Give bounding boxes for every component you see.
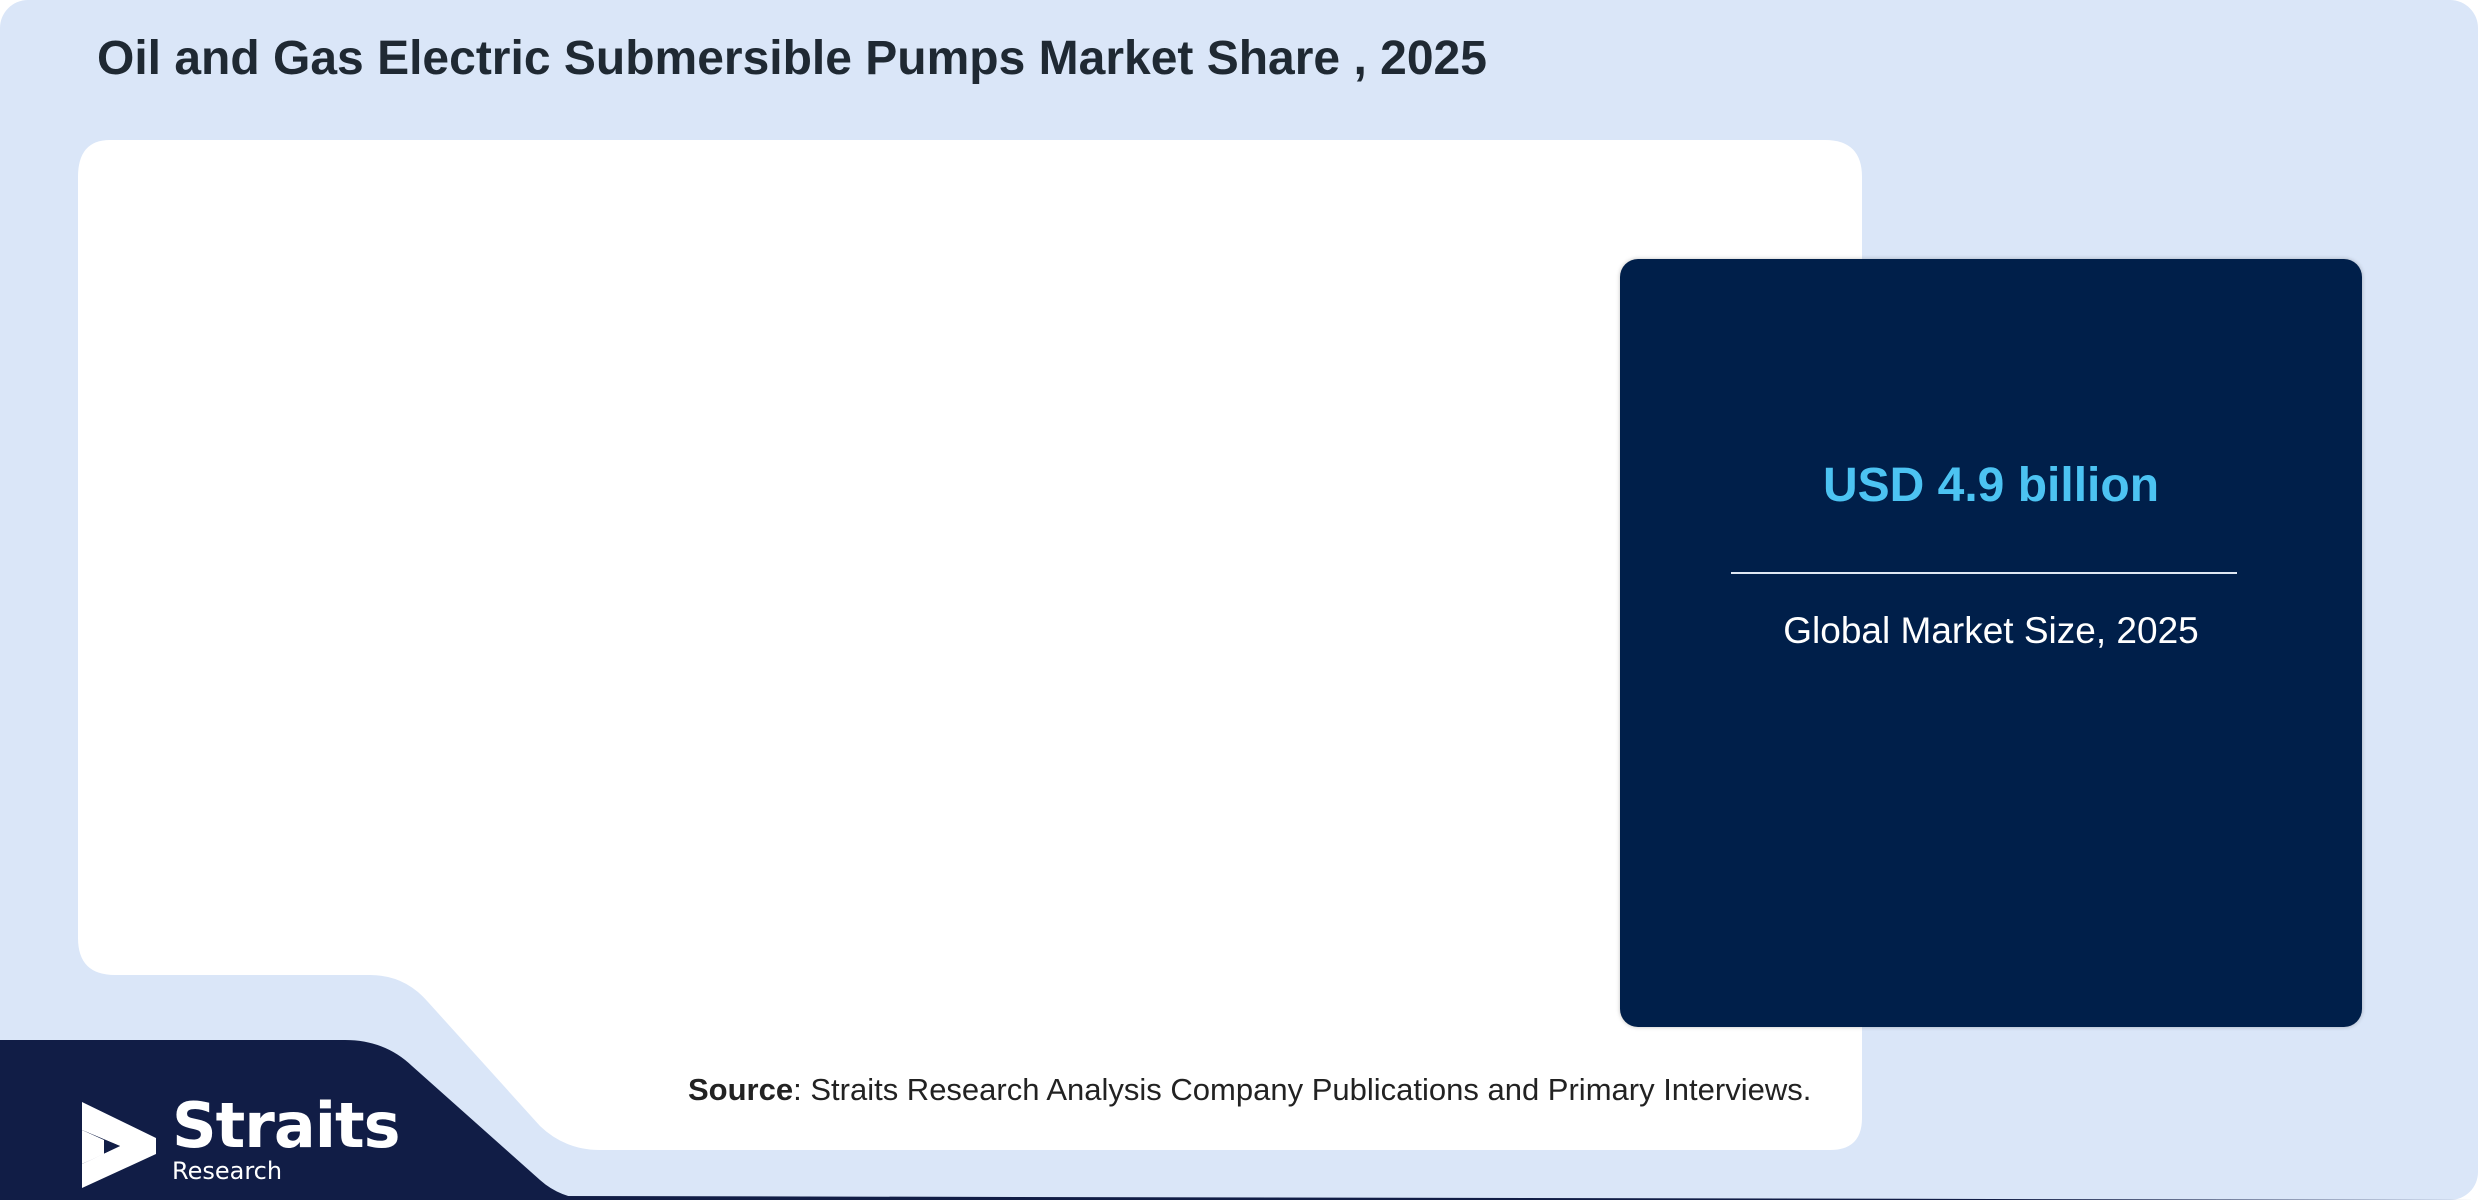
footer-band <box>0 1040 590 1200</box>
logo-name: Straits <box>172 1089 400 1162</box>
page-title: Oil and Gas Electric Submersible Pumps M… <box>97 32 1487 85</box>
footer-band-line <box>560 1196 2478 1200</box>
source-note: Source: Straits Research Analysis Compan… <box>688 1071 1811 1108</box>
source-label: Source <box>688 1072 794 1107</box>
straits-research-logo: Straits Research <box>80 1091 400 1190</box>
market-size-card: USD 4.9 billion Global Market Size, 2025 <box>1620 259 2362 1027</box>
straits-arrow-icon <box>82 1102 156 1188</box>
source-text: : Straits Research Analysis Company Publ… <box>793 1072 1812 1107</box>
logo-subtitle: Research <box>172 1157 283 1185</box>
stat-divider <box>1731 572 2237 574</box>
content-panel <box>78 140 1862 1150</box>
market-size-value: USD 4.9 billion <box>1822 459 2160 512</box>
market-size-label: Global Market Size, 2025 <box>1783 610 2199 651</box>
